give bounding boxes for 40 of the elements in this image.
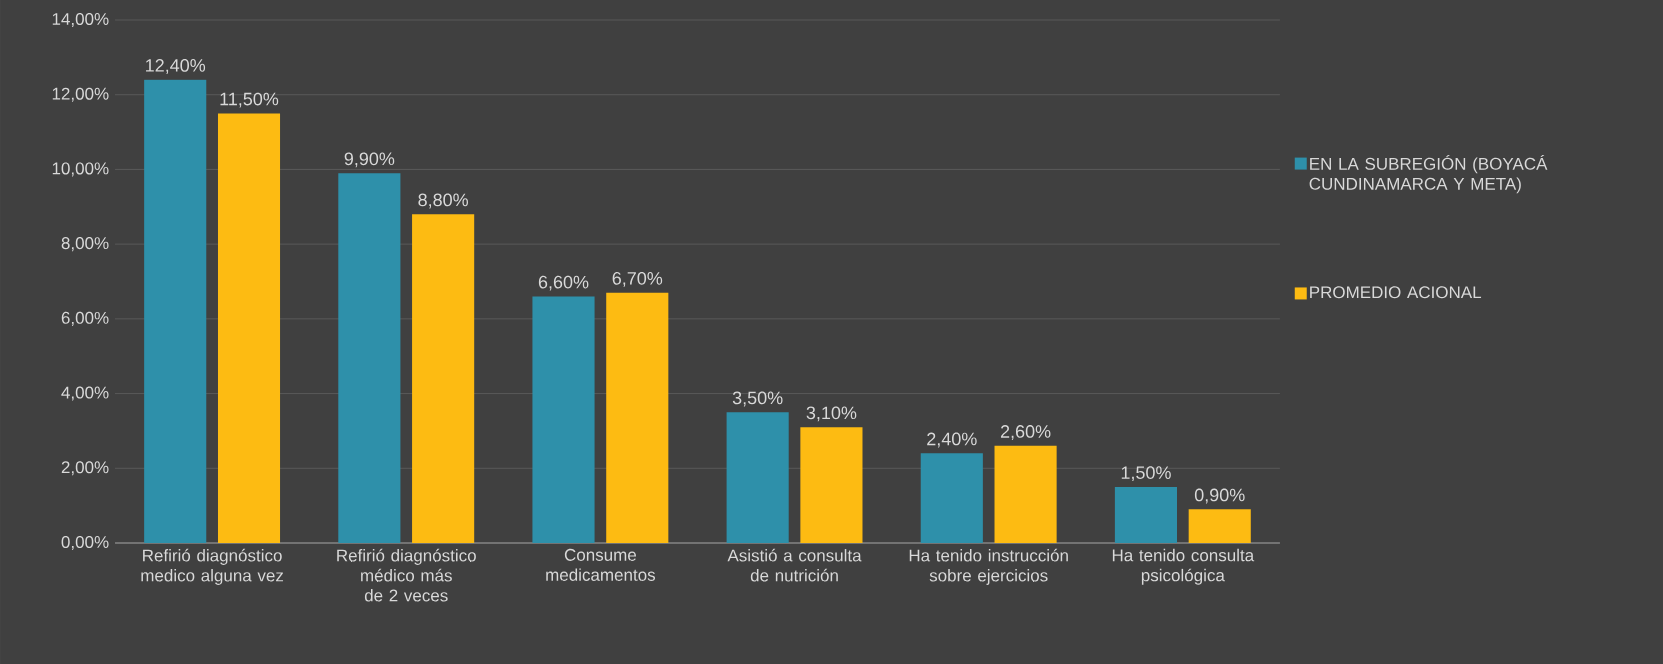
y-tick-label: 2,00%	[61, 461, 109, 476]
bar	[144, 79, 207, 543]
bar	[532, 296, 595, 543]
bar	[800, 427, 863, 543]
data-label: 0,90%	[1194, 488, 1245, 504]
bar	[412, 214, 475, 543]
y-tick-label: 10,00%	[52, 162, 109, 177]
bar	[606, 292, 669, 543]
bar	[920, 453, 983, 543]
bar	[338, 173, 401, 543]
x-tick-label: Ha tenido consulta psicológica	[1112, 548, 1255, 585]
x-tick-label: Refirió diagnóstico medico alguna vez	[141, 548, 284, 585]
data-label: 3,10%	[806, 406, 857, 422]
data-label: 6,60%	[538, 275, 589, 291]
data-label: 2,60%	[1000, 425, 1051, 440]
data-label: 1,50%	[1121, 466, 1171, 482]
data-label: 3,50%	[732, 391, 783, 407]
data-label: 9,90%	[344, 152, 395, 168]
bar	[217, 113, 281, 543]
data-label: 11,50%	[220, 92, 279, 108]
bar	[726, 412, 789, 543]
data-label: 8,80%	[418, 193, 469, 209]
y-tick-label: 4,00%	[61, 386, 109, 401]
bar	[994, 445, 1057, 543]
y-tick-label: 0,00%	[61, 535, 109, 551]
x-tick-label: Ha tenido instrucción sobre ejercicios	[909, 548, 1068, 585]
data-label: 12,40%	[146, 59, 206, 74]
data-label: 6,70%	[612, 271, 663, 287]
x-tick-label: Refirió diagnóstico médico más de 2 veces	[337, 548, 476, 602]
bar	[1188, 509, 1251, 543]
x-tick-label: Consume medicamentos	[546, 548, 656, 581]
legend-label: EN LA SUBREGIÓN (BOYACÁ CUNDINAMARCA Y META)	[1309, 154, 1548, 194]
y-tick-label: 14,00%	[52, 12, 109, 28]
legend-label: PROMEDIO ACIONAL	[1310, 286, 1482, 299]
data-label: 2,40%	[927, 432, 977, 448]
x-tick-label: Asistió a consulta de nutrición	[727, 548, 862, 582]
bar	[1114, 486, 1178, 543]
y-tick-label: 12,00%	[52, 87, 109, 102]
y-tick-label: 6,00%	[61, 311, 109, 326]
y-tick-label: 8,00%	[61, 237, 109, 252]
